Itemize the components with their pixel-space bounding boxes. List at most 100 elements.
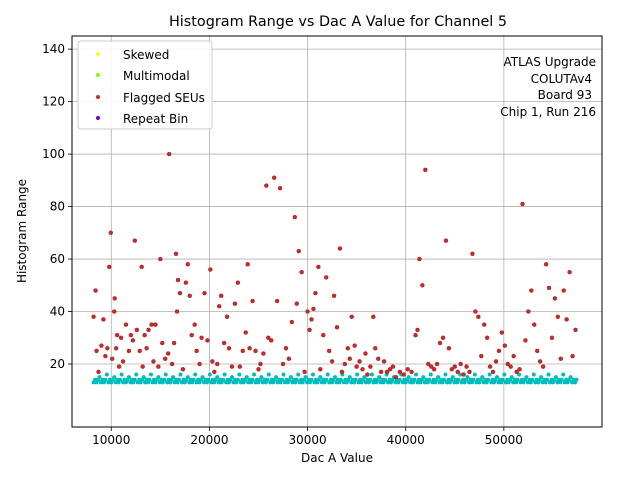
legend-label-multimodal: Multimodal: [123, 69, 190, 83]
baseline-point: [303, 375, 308, 380]
flagged-seu-point: [215, 361, 220, 367]
flagged-seu-point: [261, 351, 266, 356]
flagged-seu-point: [229, 364, 235, 369]
baseline-point: [539, 375, 544, 380]
flagged-seu-point: [473, 309, 478, 314]
legend-label-flagged-seus: Flagged SEUs: [123, 91, 205, 105]
flagged-seu-point: [139, 264, 144, 270]
flagged-seu-point: [331, 293, 337, 298]
flagged-seu-point: [390, 364, 396, 369]
baseline-point: [338, 377, 343, 382]
baseline-point: [486, 377, 491, 382]
flagged-seu-point: [365, 372, 370, 377]
flagged-seu-point: [384, 369, 390, 375]
x-tick-label: 30000: [288, 433, 326, 447]
flagged-seu-point: [316, 264, 321, 270]
flagged-seu-point: [376, 356, 381, 361]
baseline-point: [428, 372, 433, 377]
baseline-point: [362, 375, 367, 380]
baseline-point: [200, 375, 205, 380]
baseline-point: [531, 372, 536, 377]
baseline-point: [296, 372, 301, 377]
flagged-seu-point: [113, 346, 119, 351]
flagged-seu-point: [169, 361, 175, 367]
baseline-point: [229, 375, 234, 380]
flagged-seu-point: [329, 359, 335, 364]
flagged-seu-point: [202, 290, 207, 296]
flagged-seu-point: [307, 327, 312, 333]
flagged-seu-point: [123, 322, 129, 327]
baseline-point: [185, 375, 190, 380]
baseline-point: [294, 377, 299, 382]
flagged-seu-point: [529, 288, 534, 293]
flagged-seu-point: [187, 293, 192, 298]
baseline-point: [369, 372, 374, 377]
flagged-seu-point: [210, 359, 215, 364]
flagged-seu-point: [540, 364, 546, 369]
baseline-point: [191, 377, 196, 382]
flagged-seu-point: [523, 338, 528, 343]
flagged-seu-point: [354, 364, 359, 369]
baseline-point: [207, 372, 212, 377]
baseline-point: [237, 372, 242, 377]
flagged-seu-point: [128, 332, 134, 338]
flagged-seu-point: [415, 327, 420, 333]
flagged-seu-point: [455, 369, 460, 375]
flagged-seu-point: [114, 332, 120, 338]
flagged-seu-point: [107, 264, 112, 270]
annotation-line-2: COLUTAv4: [531, 72, 592, 86]
flagged-seu-point: [476, 314, 481, 319]
plot-frame: [71, 35, 603, 428]
baseline-point: [147, 377, 152, 382]
flagged-seu-point: [449, 367, 455, 372]
baseline-point: [500, 377, 505, 382]
flagged-seu-point: [116, 364, 122, 369]
baseline-point: [406, 375, 411, 380]
baseline-point: [171, 375, 176, 380]
legend-box: [77, 40, 213, 130]
flagged-seu-point: [339, 369, 345, 375]
x-tick-label: 40000: [387, 433, 425, 447]
flagged-seu-point: [464, 364, 469, 369]
flagged-seu-point: [337, 246, 343, 251]
flagged-seu-point: [103, 353, 108, 359]
baseline-point: [450, 375, 455, 380]
flagged-seu-point: [440, 335, 446, 340]
baseline-point: [443, 372, 448, 377]
flagged-seu-point: [360, 367, 365, 372]
baseline-point: [126, 375, 131, 380]
baseline-point: [244, 375, 249, 380]
flagged-seu-point: [417, 256, 422, 262]
baseline-point: [259, 375, 264, 380]
flagged-seu-point: [511, 353, 516, 359]
flagged-seu-point: [573, 327, 578, 333]
flagged-seu-point: [508, 364, 513, 369]
flagged-seu-point: [137, 348, 142, 354]
flagged-seu-point: [156, 364, 161, 369]
baseline-point: [156, 375, 161, 380]
axis-ticks: 10000 20000 30000 40000 50000 20 40 60 80 100 120 1…: [42, 42, 523, 447]
flagged-seu-point: [413, 332, 418, 338]
flagged-seu-point: [387, 367, 393, 372]
flagged-seu-point: [296, 248, 301, 254]
flagged-seu-point: [96, 369, 101, 375]
flagged-seu-point: [120, 359, 126, 364]
y-tick-label: 80: [50, 200, 65, 214]
baseline-point: [221, 377, 226, 382]
flagged-seu-point: [264, 183, 269, 188]
baseline-point: [574, 377, 579, 382]
flagged-seu-point: [487, 364, 493, 369]
baseline-point: [553, 375, 558, 380]
baseline-point: [265, 377, 270, 382]
flagged-seu-point: [158, 256, 163, 262]
flagged-seu-point: [197, 361, 202, 367]
flagged-seu-point: [378, 369, 384, 375]
flagged-seu-point: [217, 304, 222, 309]
flagged-seu-point: [286, 356, 292, 361]
baseline-point: [252, 372, 257, 377]
legend-label-repeat-bin: Repeat Bin: [123, 112, 188, 126]
flagged-seu-point: [517, 367, 522, 372]
baseline-point: [546, 372, 551, 377]
baseline-point: [310, 372, 315, 377]
flagged-seu-point: [280, 361, 286, 367]
